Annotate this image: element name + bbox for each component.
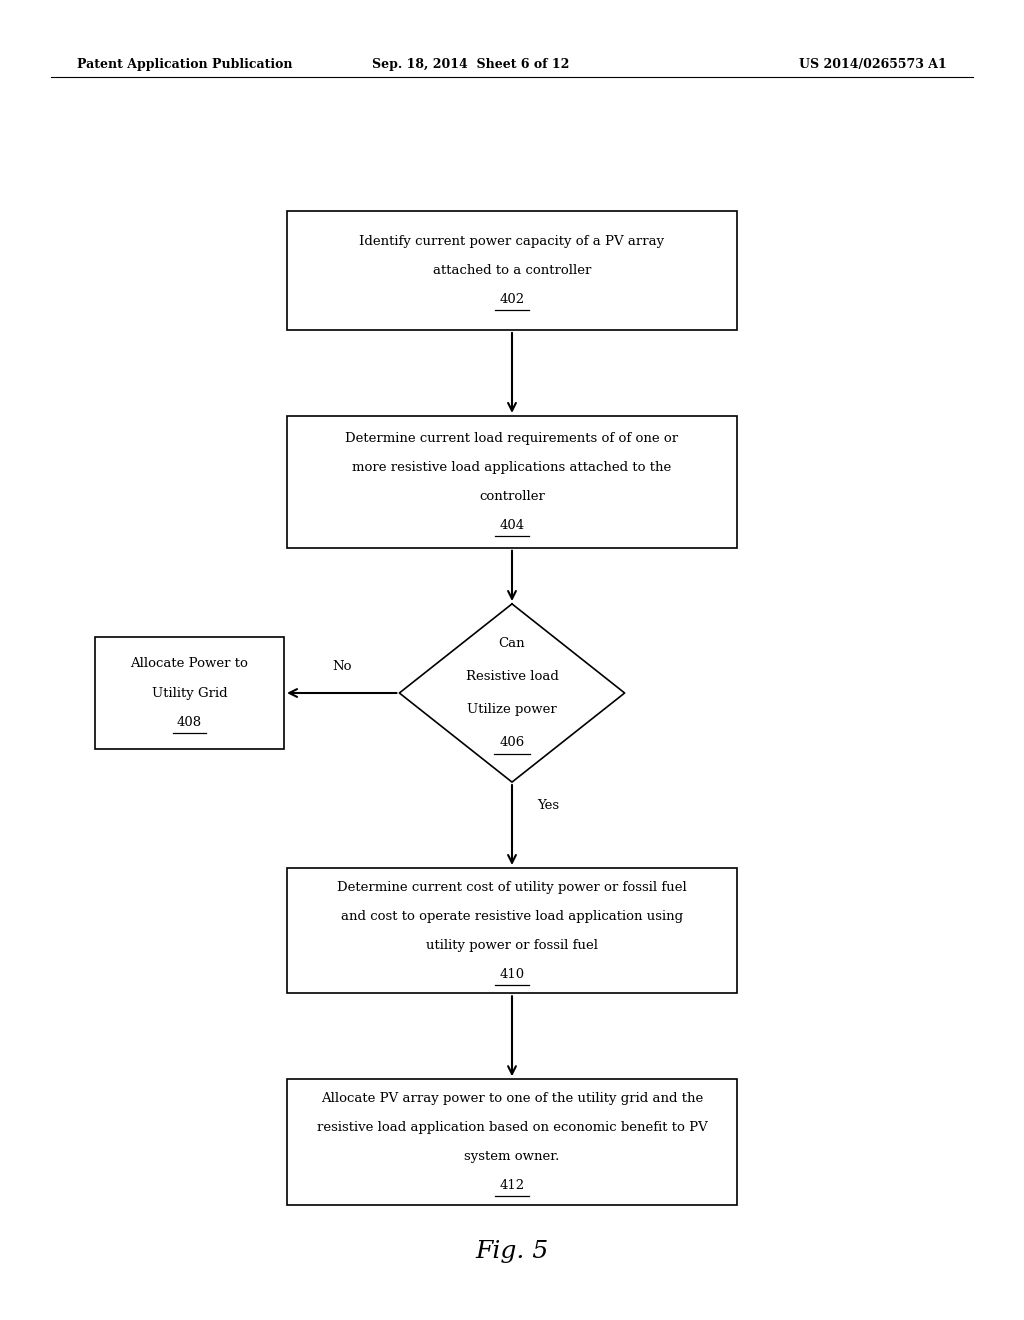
Text: Resistive load: Resistive load xyxy=(466,671,558,682)
Text: 404: 404 xyxy=(500,519,524,532)
Text: US 2014/0265573 A1: US 2014/0265573 A1 xyxy=(800,58,947,71)
Text: Utility Grid: Utility Grid xyxy=(152,686,227,700)
Text: 406: 406 xyxy=(500,737,524,748)
Text: Yes: Yes xyxy=(538,800,560,812)
Text: Can: Can xyxy=(499,638,525,649)
Text: 402: 402 xyxy=(500,293,524,306)
Bar xyxy=(287,211,737,330)
Text: system owner.: system owner. xyxy=(464,1150,560,1163)
Bar xyxy=(287,869,737,993)
Text: and cost to operate resistive load application using: and cost to operate resistive load appli… xyxy=(341,909,683,923)
Bar xyxy=(287,1080,737,1204)
Text: utility power or fossil fuel: utility power or fossil fuel xyxy=(426,939,598,952)
Text: 412: 412 xyxy=(500,1179,524,1192)
Text: Patent Application Publication: Patent Application Publication xyxy=(77,58,292,71)
Text: more resistive load applications attached to the: more resistive load applications attache… xyxy=(352,461,672,474)
Text: controller: controller xyxy=(479,490,545,503)
Text: Identify current power capacity of a PV array: Identify current power capacity of a PV … xyxy=(359,235,665,248)
Bar xyxy=(287,416,737,548)
Text: No: No xyxy=(332,660,351,673)
Text: Fig. 5: Fig. 5 xyxy=(475,1239,549,1263)
Text: 410: 410 xyxy=(500,968,524,981)
Text: Utilize power: Utilize power xyxy=(467,704,557,715)
Bar xyxy=(94,638,284,750)
Text: Determine current cost of utility power or fossil fuel: Determine current cost of utility power … xyxy=(337,880,687,894)
Text: Sep. 18, 2014  Sheet 6 of 12: Sep. 18, 2014 Sheet 6 of 12 xyxy=(373,58,569,71)
Text: attached to a controller: attached to a controller xyxy=(433,264,591,277)
Polygon shape xyxy=(399,605,625,781)
Text: Allocate PV array power to one of the utility grid and the: Allocate PV array power to one of the ut… xyxy=(321,1092,703,1105)
Text: 408: 408 xyxy=(177,715,202,729)
Text: resistive load application based on economic benefit to PV: resistive load application based on econ… xyxy=(316,1121,708,1134)
Text: Allocate Power to: Allocate Power to xyxy=(130,657,249,671)
Text: Determine current load requirements of of one or: Determine current load requirements of o… xyxy=(345,432,679,445)
